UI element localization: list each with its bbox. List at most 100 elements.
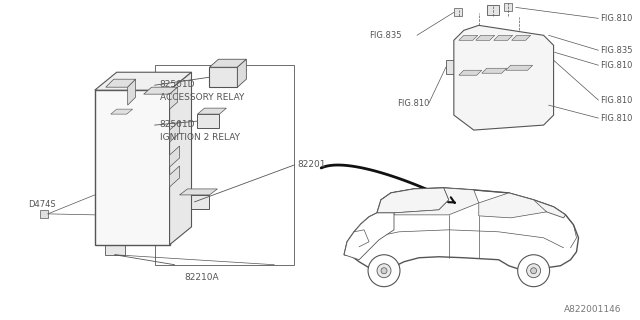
Polygon shape [476,35,495,40]
FancyBboxPatch shape [454,8,462,16]
FancyBboxPatch shape [150,148,164,157]
Polygon shape [198,108,227,114]
Text: A822001146: A822001146 [564,305,621,314]
Text: 82201: 82201 [297,161,326,170]
FancyBboxPatch shape [134,100,148,109]
Polygon shape [170,121,180,142]
FancyBboxPatch shape [116,196,131,205]
Polygon shape [143,87,177,94]
FancyBboxPatch shape [100,100,114,109]
FancyBboxPatch shape [150,196,164,205]
FancyBboxPatch shape [116,172,131,181]
Text: FIG.810: FIG.810 [600,61,633,70]
FancyBboxPatch shape [100,196,114,205]
FancyBboxPatch shape [134,124,148,133]
Polygon shape [170,166,180,187]
FancyBboxPatch shape [134,136,148,145]
Polygon shape [111,109,132,114]
FancyBboxPatch shape [100,124,114,133]
FancyBboxPatch shape [134,196,148,205]
FancyBboxPatch shape [198,114,220,128]
Circle shape [381,268,387,274]
Text: FIG.810: FIG.810 [600,96,633,105]
FancyBboxPatch shape [100,136,114,145]
Polygon shape [482,68,507,73]
FancyBboxPatch shape [134,160,148,169]
Text: IGNITION 2 RELAY: IGNITION 2 RELAY [159,133,239,142]
Polygon shape [493,35,513,40]
Polygon shape [377,188,449,213]
FancyBboxPatch shape [116,124,131,133]
FancyBboxPatch shape [100,112,114,121]
FancyBboxPatch shape [180,195,209,209]
FancyBboxPatch shape [506,70,527,88]
Polygon shape [459,35,478,40]
FancyBboxPatch shape [150,136,164,145]
FancyBboxPatch shape [116,112,131,121]
Polygon shape [209,59,246,67]
Polygon shape [180,189,218,195]
Circle shape [368,255,400,287]
Polygon shape [344,188,579,271]
FancyBboxPatch shape [482,73,502,89]
FancyBboxPatch shape [100,184,114,193]
FancyBboxPatch shape [40,210,48,218]
FancyBboxPatch shape [487,5,499,15]
FancyBboxPatch shape [459,75,477,89]
FancyBboxPatch shape [134,148,148,157]
FancyBboxPatch shape [100,148,114,157]
FancyBboxPatch shape [100,160,114,169]
FancyBboxPatch shape [512,40,525,58]
Text: 82501D: 82501D [159,80,195,89]
FancyBboxPatch shape [459,40,473,58]
Text: 82210A: 82210A [184,273,219,282]
FancyBboxPatch shape [143,94,170,109]
Polygon shape [344,213,394,260]
Polygon shape [95,72,191,90]
Text: ACCESSORY RELAY: ACCESSORY RELAY [159,93,244,102]
Polygon shape [170,146,180,167]
Text: D474S: D474S [28,200,56,209]
FancyBboxPatch shape [150,124,164,133]
Polygon shape [394,188,479,215]
FancyBboxPatch shape [454,202,464,208]
Polygon shape [127,79,136,105]
Text: FIG.835: FIG.835 [369,31,401,40]
FancyBboxPatch shape [116,160,131,169]
Polygon shape [454,25,554,130]
Polygon shape [506,65,532,70]
Circle shape [518,255,550,287]
Polygon shape [512,35,531,40]
FancyBboxPatch shape [116,100,131,109]
Text: FIG.835: FIG.835 [600,46,633,55]
FancyBboxPatch shape [134,184,148,193]
FancyBboxPatch shape [105,245,125,255]
Circle shape [531,268,536,274]
Polygon shape [170,72,191,245]
Text: FIG.810: FIG.810 [600,14,633,23]
FancyBboxPatch shape [134,172,148,181]
Text: FIG.810: FIG.810 [397,99,429,108]
FancyBboxPatch shape [100,172,114,181]
FancyBboxPatch shape [106,87,127,105]
FancyBboxPatch shape [476,40,490,58]
Polygon shape [95,90,170,245]
Polygon shape [106,79,136,87]
Polygon shape [237,59,246,87]
Text: 82501D: 82501D [159,120,195,129]
FancyBboxPatch shape [504,4,512,12]
Polygon shape [459,70,482,75]
Circle shape [377,264,391,278]
FancyBboxPatch shape [493,40,508,58]
FancyBboxPatch shape [150,112,164,121]
FancyBboxPatch shape [116,148,131,157]
FancyBboxPatch shape [116,136,131,145]
Text: FIG.810: FIG.810 [600,114,633,123]
FancyBboxPatch shape [116,184,131,193]
FancyBboxPatch shape [209,67,237,87]
FancyBboxPatch shape [150,172,164,181]
Polygon shape [479,193,547,218]
FancyBboxPatch shape [150,184,164,193]
Polygon shape [170,87,177,109]
FancyBboxPatch shape [446,60,456,74]
